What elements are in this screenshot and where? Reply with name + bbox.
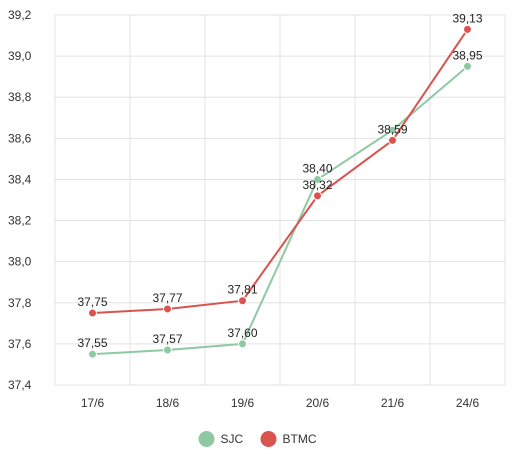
y-tick-label: 37,6 bbox=[8, 337, 32, 351]
data-point-btmc bbox=[313, 191, 322, 201]
data-label-sjc: 38,95 bbox=[452, 48, 482, 62]
data-point-sjc bbox=[463, 61, 472, 71]
series bbox=[88, 24, 472, 359]
series-line-btmc bbox=[92, 28, 469, 315]
legend: SJC BTMC bbox=[198, 431, 317, 447]
legend-label-btmc: BTMC bbox=[283, 432, 317, 446]
grid bbox=[54, 14, 506, 386]
y-tick-label: 38,0 bbox=[8, 255, 32, 269]
data-labels: 37,55 37,57 37,60 38,40 38,95 37,75 37,77 37,81… bbox=[77, 11, 482, 350]
y-tick-label: 38,8 bbox=[8, 90, 32, 104]
x-tick-label: 21/6 bbox=[381, 396, 405, 410]
data-label-btmc: 39,13 bbox=[452, 11, 482, 25]
y-tick-label: 38,2 bbox=[8, 214, 32, 228]
data-point-btmc bbox=[388, 135, 397, 145]
legend-marker-sjc bbox=[198, 431, 215, 447]
data-point-sjc bbox=[163, 345, 172, 355]
data-point-sjc bbox=[88, 349, 97, 359]
data-point-btmc bbox=[88, 308, 97, 318]
data-point-btmc bbox=[463, 24, 472, 34]
y-tick-label: 38,6 bbox=[8, 131, 32, 145]
y-tick-label: 37,8 bbox=[8, 296, 32, 310]
data-point-btmc bbox=[163, 304, 172, 314]
data-label-btmc: 37,75 bbox=[77, 295, 107, 309]
y-tick-label: 38,4 bbox=[8, 172, 32, 186]
y-tick-label: 39,2 bbox=[8, 8, 32, 22]
x-tick-label: 17/6 bbox=[81, 396, 105, 410]
data-point-sjc bbox=[313, 174, 322, 184]
y-tick-label: 37,4 bbox=[8, 378, 32, 392]
data-label-btmc: 37,81 bbox=[227, 283, 257, 297]
x-tick-label: 19/6 bbox=[231, 396, 255, 410]
axes: 37,4 37,6 37,8 38,0 38,2 38,4 38,6 38,8 39,0 39,2… bbox=[8, 8, 480, 410]
data-point-sjc bbox=[388, 125, 397, 135]
legend-label-sjc: SJC bbox=[221, 432, 244, 446]
y-tick-label: 39,0 bbox=[8, 49, 32, 63]
legend-marker-btmc bbox=[260, 431, 277, 447]
data-label-btmc: 38,32 bbox=[302, 178, 332, 192]
data-label-sjc: 37,60 bbox=[227, 326, 257, 340]
data-point-btmc bbox=[238, 296, 247, 306]
data-label-btmc: 37,77 bbox=[152, 291, 182, 305]
x-tick-label: 18/6 bbox=[156, 396, 180, 410]
x-tick-label: 20/6 bbox=[306, 396, 330, 410]
data-label-btmc: 38,59 bbox=[377, 122, 407, 136]
data-label-sjc: 38,40 bbox=[302, 161, 332, 175]
data-point-sjc bbox=[238, 339, 247, 349]
x-tick-label: 24/6 bbox=[456, 396, 480, 410]
data-label-sjc: 37,57 bbox=[152, 332, 182, 346]
data-label-sjc: 37,55 bbox=[77, 336, 107, 350]
series-line-sjc bbox=[92, 65, 469, 356]
